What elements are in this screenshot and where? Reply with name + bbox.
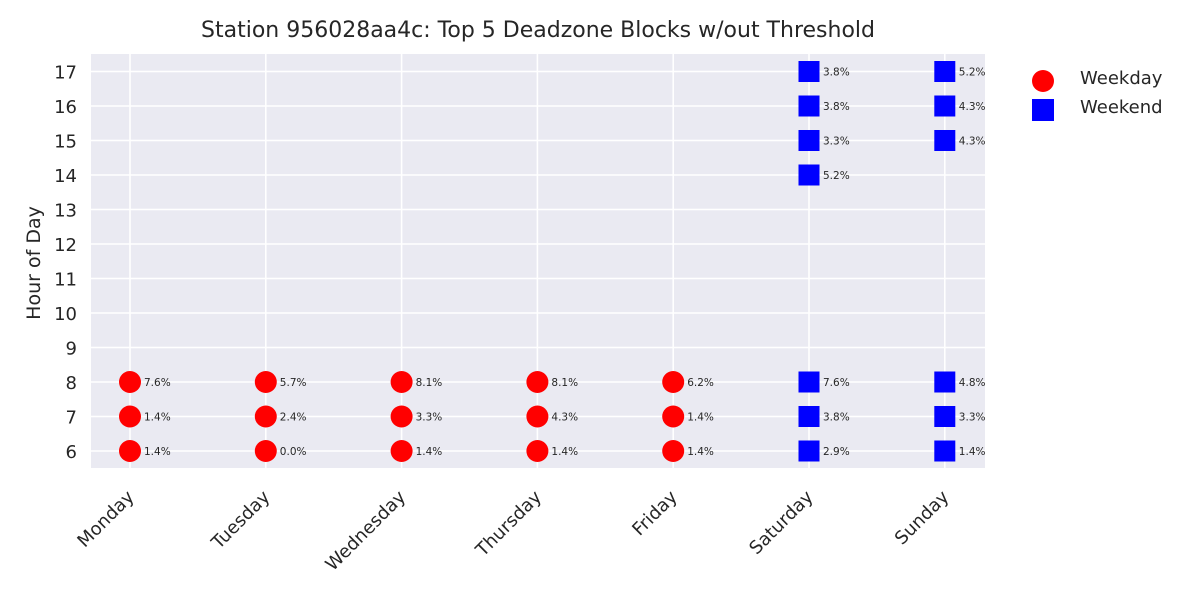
data-label-weekend-saturday-17: 3.8% bbox=[823, 67, 850, 79]
x-tick-labels: Monday Tuesday Wednesday Thursday Friday Satu… bbox=[73, 486, 953, 575]
point-weekday-thursday-6 bbox=[526, 440, 549, 462]
y-tick-label-13: 13 bbox=[54, 201, 77, 222]
data-label-weekday-friday-8: 6.2% bbox=[687, 377, 714, 389]
grid-lines bbox=[91, 54, 985, 468]
data-label-weekday-wednesday-6: 1.4% bbox=[416, 446, 443, 458]
y-tick-label-6: 6 bbox=[66, 442, 77, 463]
point-weekday-wednesday-8 bbox=[390, 371, 413, 393]
data-label-weekend-saturday-7: 3.8% bbox=[823, 412, 850, 424]
data-points bbox=[119, 61, 956, 462]
data-label-weekend-saturday-6: 2.9% bbox=[823, 446, 850, 458]
y-tick-label-8: 8 bbox=[66, 373, 77, 394]
point-weekend-saturday-6 bbox=[798, 440, 820, 462]
legend-item-weekday: Weekday bbox=[1024, 66, 1194, 95]
point-weekend-sunday-15 bbox=[934, 130, 956, 151]
x-tick-label-monday: Monday bbox=[73, 486, 138, 551]
data-label-weekday-tuesday-7: 2.4% bbox=[280, 412, 307, 424]
data-label-weekday-thursday-6: 1.4% bbox=[551, 446, 578, 458]
point-weekday-wednesday-7 bbox=[390, 405, 413, 428]
x-tick-label-wednesday: Wednesday bbox=[322, 486, 411, 575]
data-label-weekday-thursday-8: 8.1% bbox=[551, 377, 578, 389]
y-axis-label: Hour of Day bbox=[23, 206, 45, 320]
data-label-weekday-monday-7: 1.4% bbox=[144, 412, 171, 424]
y-tick-label-7: 7 bbox=[66, 408, 77, 429]
x-tick-label-tuesday: Tuesday bbox=[207, 486, 275, 554]
y-tick-label-14: 14 bbox=[54, 166, 77, 187]
data-label-weekend-sunday-8: 4.8% bbox=[959, 377, 986, 389]
point-weekday-wednesday-6 bbox=[390, 440, 413, 462]
legend: Weekday Weekend bbox=[1024, 66, 1194, 124]
point-weekend-saturday-17 bbox=[798, 61, 820, 82]
point-weekday-monday-6 bbox=[119, 440, 141, 462]
y-tick-label-15: 15 bbox=[54, 132, 77, 153]
y-tick-label-9: 9 bbox=[66, 339, 77, 360]
point-weekend-sunday-8 bbox=[934, 371, 956, 393]
y-tick-label-16: 16 bbox=[54, 97, 77, 118]
y-tick-label-12: 12 bbox=[54, 235, 77, 256]
point-weekday-tuesday-8 bbox=[254, 371, 277, 393]
x-tick-label-thursday: Thursday bbox=[471, 486, 546, 561]
point-weekday-monday-7 bbox=[119, 405, 141, 428]
point-weekend-saturday-15 bbox=[798, 130, 820, 151]
point-weekday-friday-7 bbox=[662, 405, 685, 428]
data-label-weekend-sunday-15: 4.3% bbox=[959, 136, 986, 148]
legend-marker-weekend bbox=[1032, 99, 1054, 121]
point-weekday-friday-6 bbox=[662, 440, 685, 462]
legend-label-weekend: Weekend bbox=[1080, 97, 1163, 118]
data-label-weekday-thursday-7: 4.3% bbox=[551, 412, 578, 424]
point-weekend-saturday-8 bbox=[798, 371, 820, 393]
data-label-weekday-tuesday-8: 5.7% bbox=[280, 377, 307, 389]
point-weekend-sunday-17 bbox=[934, 61, 956, 82]
data-label-weekend-saturday-15: 3.3% bbox=[823, 136, 850, 148]
data-label-weekend-saturday-8: 7.6% bbox=[823, 377, 850, 389]
legend-marker-weekday bbox=[1032, 70, 1054, 92]
x-tick-label-sunday: Sunday bbox=[891, 486, 954, 549]
data-label-weekday-wednesday-7: 3.3% bbox=[416, 412, 443, 424]
data-label-weekday-wednesday-8: 8.1% bbox=[416, 377, 443, 389]
y-tick-label-17: 17 bbox=[54, 63, 77, 84]
point-weekday-monday-8 bbox=[119, 371, 141, 393]
data-label-weekend-saturday-14: 5.2% bbox=[823, 170, 850, 182]
y-tick-labels: 6 7 8 9 10 11 12 13 14 15 16 17 bbox=[54, 63, 77, 464]
point-weekend-saturday-14 bbox=[798, 164, 820, 186]
data-label-weekend-sunday-7: 3.3% bbox=[959, 412, 986, 424]
point-weekend-sunday-16 bbox=[934, 95, 956, 117]
point-weekday-friday-8 bbox=[662, 371, 685, 393]
data-label-weekday-tuesday-6: 0.0% bbox=[280, 446, 307, 458]
data-label-weekend-sunday-16: 4.3% bbox=[959, 101, 986, 113]
point-weekend-saturday-7 bbox=[798, 406, 820, 427]
point-weekend-saturday-16 bbox=[798, 95, 820, 117]
data-label-weekday-friday-6: 1.4% bbox=[687, 446, 714, 458]
point-weekday-tuesday-7 bbox=[254, 405, 277, 428]
y-tick-label-10: 10 bbox=[54, 304, 77, 325]
chart-title: Station 956028aa4c: Top 5 Deadzone Block… bbox=[201, 18, 875, 43]
y-tick-label-11: 11 bbox=[54, 270, 77, 291]
data-label-weekday-monday-6: 1.4% bbox=[144, 446, 171, 458]
point-weekday-tuesday-6 bbox=[254, 440, 277, 462]
data-label-weekday-monday-8: 7.6% bbox=[144, 377, 171, 389]
x-tick-label-friday: Friday bbox=[628, 486, 682, 540]
x-tick-label-saturday: Saturday bbox=[745, 486, 817, 558]
point-weekday-thursday-7 bbox=[526, 405, 549, 428]
legend-item-weekend: Weekend bbox=[1024, 95, 1194, 124]
data-labels: 7.6% 1.4% 1.4% 5.7% 2.4% 0.0% 8.1% 3.3% 1.4% 8.1%… bbox=[144, 67, 985, 459]
point-weekend-sunday-7 bbox=[934, 406, 956, 427]
data-label-weekend-sunday-17: 5.2% bbox=[959, 67, 986, 79]
point-weekday-thursday-8 bbox=[526, 371, 549, 393]
data-label-weekday-friday-7: 1.4% bbox=[687, 412, 714, 424]
data-label-weekend-saturday-16: 3.8% bbox=[823, 101, 850, 113]
data-label-weekend-sunday-6: 1.4% bbox=[959, 446, 986, 458]
point-weekend-sunday-6 bbox=[934, 440, 956, 462]
legend-label-weekday: Weekday bbox=[1080, 68, 1163, 89]
